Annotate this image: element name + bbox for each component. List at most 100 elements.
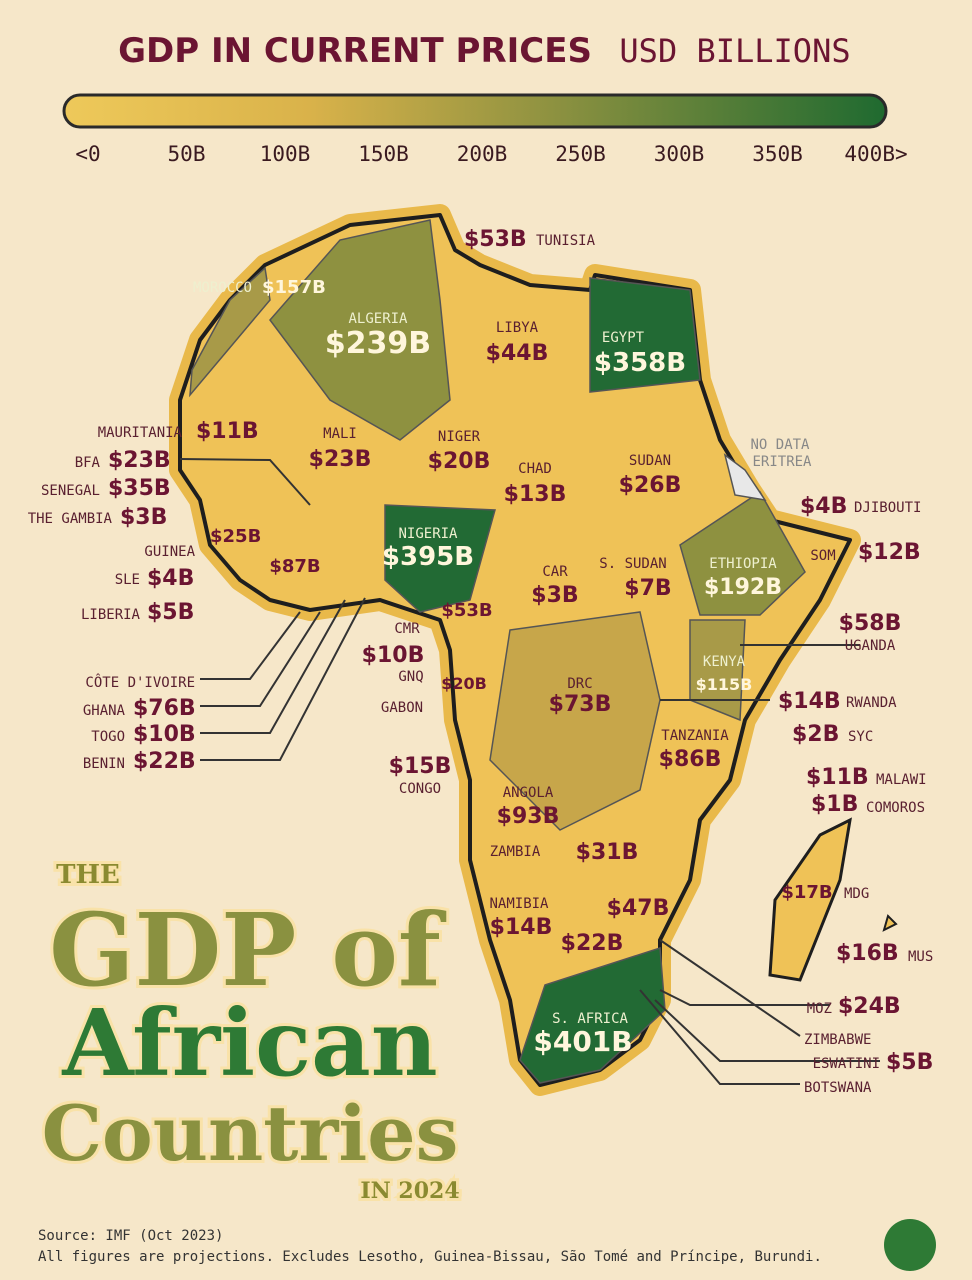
country-gdp: $26B <box>619 473 682 498</box>
country-gdp: $358B <box>594 348 686 378</box>
country-name: NAMIBIA <box>489 896 549 912</box>
unit: USD BILLIONS <box>619 32 850 70</box>
scale-tick: 350B <box>752 142 803 166</box>
country-gdp: $13B <box>504 482 567 507</box>
country-gdp: $11B <box>806 765 869 790</box>
source: Source: IMF (Oct 2023) <box>38 1228 223 1244</box>
scale-tick: 150B <box>358 142 409 166</box>
country-labels: TUNISIA $53B MOROCCO $157B ALGERIA$239B LIBYA… <box>28 227 934 1096</box>
scale-tick: 200B <box>457 142 508 166</box>
country-name: LIBYA <box>496 320 539 336</box>
country-gdp: $1B <box>811 792 858 817</box>
country-gdp: $20B <box>428 449 491 474</box>
country-gdp: $115B <box>696 675 753 694</box>
country-gdp: $22B <box>133 749 196 774</box>
country-gdp: $73B <box>549 692 612 717</box>
country-name: CÔTE D'IVOIRE <box>85 673 195 691</box>
country-name: SENEGAL <box>41 483 100 499</box>
country-gdp: $12B <box>858 540 921 565</box>
country-gdp: $11B <box>196 419 259 444</box>
title-year: IN 2024 <box>360 1178 459 1204</box>
country-name: LIBERIA <box>81 607 141 623</box>
country-name: CHAD <box>518 461 552 477</box>
country-gdp: $86B <box>659 747 722 772</box>
country-name: ERITREA <box>752 454 812 470</box>
country-gdp: $16B <box>836 941 899 966</box>
country-name: SLE <box>115 572 140 588</box>
country-gdp: $47B <box>607 896 670 921</box>
scale-tick: 50B <box>168 142 206 166</box>
country-name: KENYA <box>703 654 746 670</box>
country-name: NIGER <box>438 429 481 445</box>
country-gdp: $58B <box>839 611 902 636</box>
country-name: BENIN <box>83 756 125 772</box>
country-gdp: $4B <box>147 566 194 591</box>
country-name: BFA <box>75 455 101 471</box>
country-name: CMR <box>394 621 420 637</box>
country-name: S. AFRICA <box>552 1011 628 1027</box>
title-countries: Countries <box>42 1089 459 1178</box>
title-the: THE <box>56 860 120 890</box>
country-name: ALGERIA <box>348 311 408 327</box>
country-gdp: $3B <box>531 583 578 608</box>
country-name: SUDAN <box>629 453 671 469</box>
leader-lines <box>179 458 880 1085</box>
country-name: UGANDA <box>845 638 896 654</box>
country-gdp: $2B <box>792 722 839 747</box>
country-gdp: $401B <box>533 1025 632 1058</box>
country-name: DJIBOUTI <box>854 500 921 516</box>
country-name: GNQ <box>398 669 423 685</box>
country-name: MOROCCO <box>193 280 252 296</box>
country-gdp: $17B <box>781 882 832 903</box>
country-name: GABON <box>381 700 423 716</box>
country-gdp: $44B <box>486 341 549 366</box>
country-name: ZAMBIA <box>490 844 541 860</box>
country-name: ZIMBABWE <box>804 1032 871 1048</box>
country-name: ESWATINI <box>813 1056 880 1072</box>
country-gdp: $23B <box>108 448 171 473</box>
country-gdp: $395B <box>382 542 474 572</box>
country-name: MUS <box>908 949 933 965</box>
country-name: ETHIOPIA <box>709 556 777 572</box>
country-name: SOM <box>810 548 835 564</box>
country-name: CAR <box>542 564 568 580</box>
country-name: MDG <box>844 886 869 902</box>
country-name: THE GAMBIA <box>28 511 113 527</box>
title-african: African <box>61 989 437 1097</box>
country-gdp: $10B <box>133 722 196 747</box>
country-gdp: $76B <box>133 696 196 721</box>
country-name: GUINEA <box>144 544 195 560</box>
country-name: MALI <box>323 426 357 442</box>
note: All figures are projections. Excludes Le… <box>38 1249 822 1265</box>
country-gdp: $23B <box>309 447 372 472</box>
country-name: ANGOLA <box>503 785 554 801</box>
country-gdp: $53B <box>464 227 527 252</box>
country-name: DRC <box>567 676 592 692</box>
map <box>169 204 898 1096</box>
country-name: MAURITANIA <box>98 425 183 441</box>
country-gdp: $10B <box>362 643 425 668</box>
country-gdp: $3B <box>120 505 167 530</box>
country-gdp: $35B <box>108 476 171 501</box>
country-name: S. SUDAN <box>599 556 666 572</box>
country-gdp: $24B <box>838 994 901 1019</box>
country-name: COMOROS <box>866 800 925 816</box>
country-name: RWANDA <box>846 695 897 711</box>
country-gdp: $157B <box>262 277 326 298</box>
country-gdp: $20B <box>441 674 487 693</box>
country-name: BOTSWANA <box>804 1080 872 1096</box>
country-gdp: $31B <box>576 840 639 865</box>
country-name: MOZ <box>807 1001 832 1017</box>
country-name: CONGO <box>399 781 441 797</box>
scale-tick: <0 <box>75 142 100 166</box>
country-gdp: $4B <box>800 494 847 519</box>
scale-tick: 400B> <box>844 142 907 166</box>
country-name: SYC <box>848 729 873 745</box>
country-name: EGYPT <box>602 330 645 346</box>
scale-tick: 100B <box>260 142 311 166</box>
country-gdp: NO DATA <box>750 437 810 453</box>
country-gdp: $5B <box>147 600 194 625</box>
logo <box>884 1219 936 1271</box>
